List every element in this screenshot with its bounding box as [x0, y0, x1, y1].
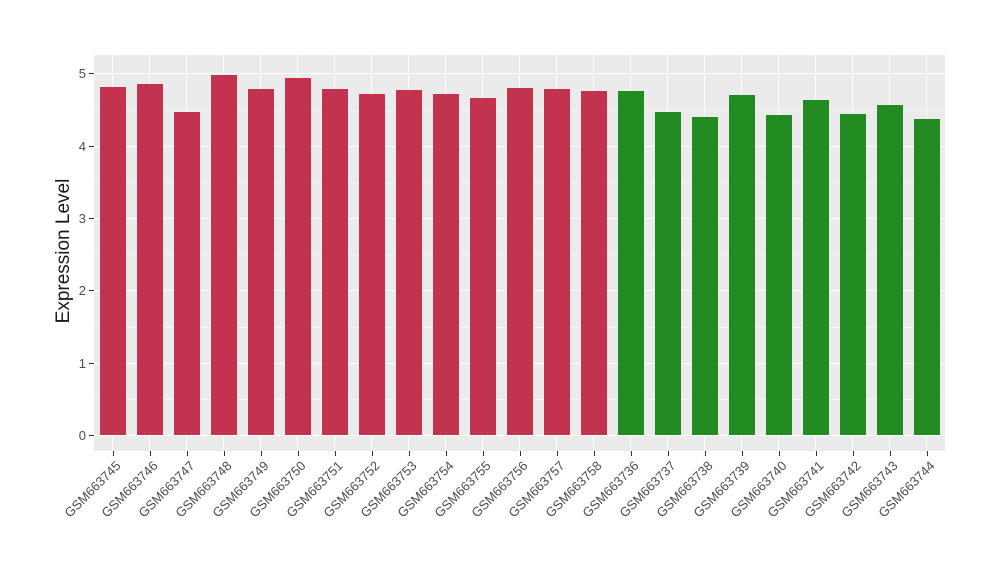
bar-GSM663746 — [136, 84, 163, 435]
x-tick-mark — [593, 451, 595, 456]
bar-GSM663742 — [839, 113, 866, 435]
bar-GSM663756 — [506, 87, 533, 435]
bar-GSM663754 — [432, 93, 459, 435]
x-tick-mark — [482, 451, 484, 456]
x-tick-mark — [371, 451, 373, 456]
x-tick-mark — [334, 451, 336, 456]
x-tick-mark — [815, 451, 817, 456]
bar-GSM663752 — [358, 93, 385, 435]
x-tick-mark — [260, 451, 262, 456]
y-axis-title: Expression Level — [53, 178, 74, 324]
x-tick-mark — [149, 451, 151, 456]
x-tick-mark — [445, 451, 447, 456]
y-tick-mark — [89, 145, 94, 147]
x-tick-mark — [889, 451, 891, 456]
bar-GSM663758 — [580, 91, 607, 435]
x-tick-mark — [519, 451, 521, 456]
x-tick-mark — [556, 451, 558, 456]
x-tick-mark — [297, 451, 299, 456]
x-tick-mark — [741, 451, 743, 456]
bar-GSM663740 — [765, 114, 792, 435]
y-tick-label: 4 — [78, 138, 86, 154]
x-tick-mark — [112, 451, 114, 456]
y-tick-mark — [89, 290, 94, 292]
bar-GSM663757 — [543, 89, 570, 435]
bar-GSM663743 — [876, 105, 903, 435]
y-tick-label: 0 — [78, 428, 86, 443]
bar-GSM663745 — [99, 87, 126, 435]
y-tick-label: 3 — [78, 211, 86, 226]
bar-GSM663751 — [321, 89, 348, 435]
bar-GSM663750 — [284, 78, 311, 435]
x-tick-mark — [630, 451, 632, 456]
y-tick-mark — [89, 218, 94, 219]
x-tick-mark — [186, 451, 188, 456]
bar-GSM663738 — [691, 116, 718, 435]
bar-GSM663747 — [173, 111, 200, 435]
bar-GSM663739 — [728, 95, 755, 435]
x-tick-mark — [778, 451, 780, 456]
x-tick-mark — [667, 451, 669, 456]
bar-GSM663736 — [617, 91, 644, 435]
x-tick-mark — [852, 451, 854, 456]
y-tick-mark — [89, 435, 94, 436]
bar-GSM663749 — [247, 88, 274, 435]
bar-GSM663741 — [802, 100, 829, 435]
x-tick-mark — [926, 451, 928, 456]
bar-GSM663744 — [913, 118, 940, 435]
bar-GSM663748 — [210, 74, 237, 435]
x-tick-mark — [704, 451, 706, 456]
plot-panel — [94, 55, 945, 451]
y-tick-mark — [89, 73, 94, 75]
x-tick-mark — [223, 451, 225, 456]
y-tick-label: 1 — [78, 355, 86, 371]
y-tick-label: 2 — [78, 283, 86, 299]
bar-GSM663753 — [395, 89, 422, 435]
y-tick-label: 5 — [78, 66, 86, 82]
bar-GSM663755 — [469, 97, 496, 435]
bar-GSM663737 — [654, 112, 681, 435]
y-tick-mark — [89, 362, 94, 364]
x-tick-mark — [408, 451, 410, 456]
